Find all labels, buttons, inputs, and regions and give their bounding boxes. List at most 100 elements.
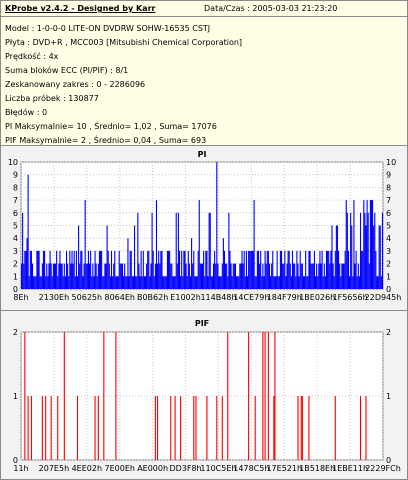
data-bar: [347, 250, 349, 289]
y-tick-label-right: 7: [386, 196, 391, 205]
data-bar: [68, 276, 70, 289]
data-bar: [330, 250, 332, 289]
y-tick-label-left: 5: [13, 222, 18, 231]
data-bar: [268, 263, 271, 289]
data-bar: [339, 263, 341, 289]
data-bar: [250, 250, 252, 289]
pi-chart-panel: PI 0 0 1 1 2 2 3 3 4 4 5 5 6 6 7 7 8 8 9 9 10 10 8Eh 2130Eh 50625…: [0, 145, 408, 312]
data-bar: [96, 276, 98, 289]
data-bar: [161, 250, 163, 289]
x-tick-label: 2130Eh: [39, 293, 69, 302]
data-bar: [259, 263, 261, 289]
data-bar: [245, 250, 247, 289]
data-bar: [115, 332, 117, 460]
data-bar: [107, 250, 109, 289]
data-bar: [165, 276, 167, 289]
data-bar: [125, 276, 127, 289]
info-ecc-blocks: Suma bloków ECC (PI/PIF) : 8/1: [5, 66, 129, 75]
data-bar: [338, 250, 340, 289]
data-bar: [367, 212, 369, 289]
data-bar: [351, 225, 353, 289]
data-bar: [282, 263, 284, 289]
y-tick-label-left: 4: [13, 234, 18, 243]
data-bar: [217, 263, 219, 289]
data-bar: [189, 276, 192, 289]
x-tick-label: 1B518Eh: [299, 464, 335, 473]
data-bar: [311, 263, 313, 289]
data-bar: [103, 332, 105, 460]
data-bar: [48, 263, 50, 289]
data-bar: [108, 263, 110, 289]
data-bar: [290, 276, 292, 289]
data-bar: [341, 263, 343, 289]
data-bar: [57, 276, 59, 289]
data-bar: [110, 250, 113, 289]
y-tick-label-right: 3: [386, 247, 391, 256]
data-bar: [37, 250, 39, 289]
x-tick-label: 17E521h: [266, 464, 302, 473]
data-bar: [87, 250, 90, 289]
data-bar: [346, 212, 348, 289]
data-bar: [358, 276, 360, 289]
data-bar: [63, 263, 65, 289]
data-bar: [218, 276, 220, 289]
scan-date: Data/Czas : 2005-03-03 21:23:20: [204, 4, 338, 13]
data-bar: [138, 263, 140, 289]
data-bar: [288, 250, 290, 289]
data-bar: [197, 250, 199, 289]
data-bar: [214, 250, 216, 289]
data-bar: [316, 263, 318, 289]
y-tick-label-left: 7: [13, 196, 18, 205]
y-tick-label-right: 4: [386, 234, 391, 243]
pif-chart-panel: PIF 0 0 1 1 2 2 11h 207E5h 4EE02h 7E00Eh AE000h DD3F…: [0, 310, 408, 480]
y-tick-label-left: 6: [13, 209, 18, 218]
data-bar: [376, 276, 378, 289]
data-bar: [299, 250, 301, 289]
data-bar: [243, 250, 245, 289]
data-bar: [115, 276, 117, 289]
data-bar: [293, 263, 295, 289]
data-bar: [287, 250, 289, 289]
data-bar: [332, 263, 334, 289]
x-tick-label: 1EBE11h: [332, 464, 368, 473]
data-bar: [300, 263, 302, 289]
y-tick-label-right: 8: [386, 183, 391, 192]
data-bar: [225, 263, 227, 289]
data-bar: [195, 396, 197, 460]
data-bar: [363, 200, 365, 289]
data-bar: [244, 276, 246, 289]
data-bar: [169, 250, 171, 289]
data-bar: [334, 250, 336, 289]
data-bar: [154, 396, 156, 460]
data-bar: [194, 276, 196, 289]
data-bar: [180, 276, 182, 289]
y-tick-label-left: 2: [13, 260, 18, 269]
data-bar: [226, 263, 228, 289]
data-bar: [219, 276, 221, 289]
data-bar: [34, 276, 36, 289]
data-bar: [283, 263, 285, 289]
data-bar: [93, 276, 95, 289]
data-bar: [173, 276, 175, 289]
data-bar: [170, 396, 172, 460]
data-bar: [99, 250, 102, 289]
data-bar: [271, 263, 273, 289]
data-bar: [331, 225, 333, 289]
data-bar: [118, 250, 120, 289]
data-bar: [157, 263, 159, 289]
data-bar: [148, 250, 150, 289]
data-bar: [63, 332, 65, 460]
pif-chart: PIF 0 0 1 1 2 2 11h 207E5h 4EE02h 7E00Eh AE000h DD3F…: [13, 319, 401, 473]
data-bar: [41, 263, 43, 289]
data-bar: [97, 396, 99, 460]
data-bar: [178, 250, 181, 289]
data-bar: [206, 396, 208, 460]
x-tick-label: 7E00Eh: [105, 464, 135, 473]
data-bar: [298, 276, 300, 289]
data-bar: [172, 276, 174, 289]
data-bar: [206, 250, 208, 289]
data-bar: [239, 263, 241, 289]
data-bar: [205, 250, 207, 289]
data-bar: [151, 212, 153, 289]
data-bar: [140, 250, 142, 289]
